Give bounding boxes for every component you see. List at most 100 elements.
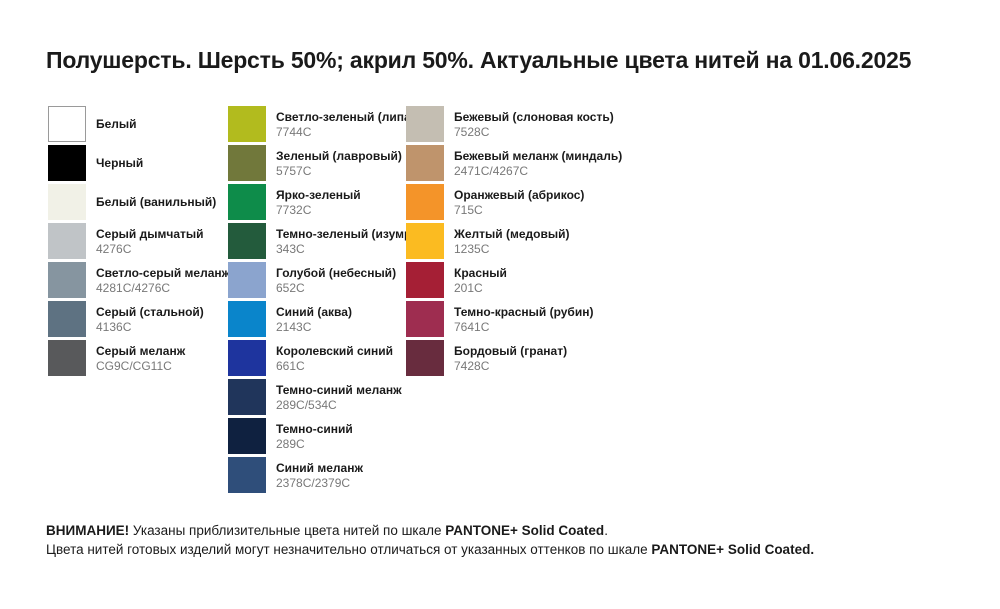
color-row: Голубой (небесный) 652C <box>228 262 429 298</box>
color-name: Темно-красный (рубин) <box>454 304 594 319</box>
color-name: Бежевый (слоновая кость) <box>454 109 614 124</box>
pantone-scale-label: PANTONE+ Solid Coated <box>445 523 605 538</box>
color-code: 2471C/4267C <box>454 163 529 178</box>
color-code: 7641C <box>454 319 490 334</box>
color-name: Темно-синий меланж <box>276 382 402 397</box>
color-code: 7528C <box>454 124 490 139</box>
color-row: Темно-красный (рубин) 7641C <box>406 301 622 337</box>
color-name: Синий меланж <box>276 460 363 475</box>
color-row: Бордовый (гранат) 7428C <box>406 340 622 376</box>
page-title: Полушерсть. Шерсть 50%; акрил 50%. Актуа… <box>46 47 912 73</box>
color-swatch <box>406 262 444 298</box>
color-swatch <box>228 379 266 415</box>
color-name: Черный <box>96 156 144 170</box>
color-name: Темно-синий <box>276 421 353 436</box>
color-name: Бордовый (гранат) <box>454 343 568 358</box>
color-swatch <box>228 145 266 181</box>
color-name: Красный <box>454 265 507 280</box>
color-swatch <box>48 145 86 181</box>
color-name: Темно-зеленый (изумруд) <box>276 226 430 241</box>
palette-column-warm-reds: Бежевый (слоновая кость) 7528C Бежевый ме… <box>406 106 622 376</box>
color-name: Светло-серый меланж <box>96 265 231 280</box>
color-name: Королевский синий <box>276 343 394 358</box>
color-code: 289C <box>276 436 305 451</box>
color-row: Красный 201C <box>406 262 622 298</box>
color-row: Желтый (медовый) 1235C <box>406 223 622 259</box>
disclaimer: ВНИМАНИЕ! Указаны приблизительные цвета … <box>46 521 814 559</box>
color-code: 5757C <box>276 163 312 178</box>
color-row: Темно-синий меланж 289C/534C <box>228 379 429 415</box>
color-row: Светло-зеленый (липа) 7744C <box>228 106 429 142</box>
color-swatch <box>48 262 86 298</box>
color-name: Ярко-зеленый <box>276 187 361 202</box>
color-name: Серый дымчатый <box>96 226 204 241</box>
color-code: 661C <box>276 358 305 373</box>
color-row: Черный <box>48 145 230 181</box>
color-swatch <box>406 184 444 220</box>
color-swatch <box>406 223 444 259</box>
color-row: Синий меланж 2378C/2379C <box>228 457 429 493</box>
disclaimer-line-2: Цвета нитей готовых изделий могут незнач… <box>46 542 815 557</box>
color-code: 201C <box>454 280 483 295</box>
color-row: Серый меланж CG9C/CG11C <box>48 340 230 376</box>
color-swatch <box>48 184 86 220</box>
color-row: Бежевый меланж (миндаль) 2471C/4267C <box>406 145 622 181</box>
color-code: 289C/534C <box>276 397 337 412</box>
color-row: Бежевый (слоновая кость) 7528C <box>406 106 622 142</box>
color-swatch <box>48 223 86 259</box>
color-swatch <box>228 457 266 493</box>
color-row: Королевский синий 661C <box>228 340 429 376</box>
color-name: Синий (аква) <box>276 304 352 319</box>
color-name: Светло-зеленый (липа) <box>276 109 415 124</box>
color-row: Синий (аква) 2143C <box>228 301 429 337</box>
color-code: 7428C <box>454 358 490 373</box>
color-row: Зеленый (лавровый) 5757C <box>228 145 429 181</box>
color-row: Ярко-зеленый 7732C <box>228 184 429 220</box>
color-name: Оранжевый (абрикос) <box>454 187 585 202</box>
color-swatch <box>228 223 266 259</box>
color-name: Серый меланж <box>96 343 186 358</box>
pantone-scale-label: PANTONE+ Solid Coated. <box>651 542 815 557</box>
disclaimer-line-1: ВНИМАНИЕ! Указаны приблизительные цвета … <box>46 523 608 538</box>
color-swatch <box>48 301 86 337</box>
color-swatch <box>406 340 444 376</box>
color-swatch <box>228 418 266 454</box>
color-swatch <box>228 262 266 298</box>
color-row: Серый (стальной) 4136C <box>48 301 230 337</box>
color-row: Темно-синий 289C <box>228 418 429 454</box>
color-code: 7744C <box>276 124 312 139</box>
color-row: Оранжевый (абрикос) 715C <box>406 184 622 220</box>
color-row: Светло-серый меланж 4281C/4276C <box>48 262 230 298</box>
color-swatch <box>406 145 444 181</box>
color-name: Серый (стальной) <box>96 304 204 319</box>
color-swatch <box>406 106 444 142</box>
color-code: 2378C/2379C <box>276 475 351 490</box>
color-swatch <box>48 106 86 142</box>
color-name: Зеленый (лавровый) <box>276 148 402 163</box>
color-row: Серый дымчатый 4276C <box>48 223 230 259</box>
color-name: Белый (ванильный) <box>96 195 217 209</box>
color-name: Бежевый меланж (миндаль) <box>454 148 623 163</box>
color-code: 4276C <box>96 241 132 256</box>
color-swatch <box>228 301 266 337</box>
color-code: 652C <box>276 280 305 295</box>
palette-column-greens-blues: Светло-зеленый (липа) 7744C Зеленый (лавр… <box>228 106 429 493</box>
color-code: 4281C/4276C <box>96 280 171 295</box>
color-name: Голубой (небесный) <box>276 265 397 280</box>
color-code: 4136C <box>96 319 132 334</box>
color-code: 7732C <box>276 202 312 217</box>
color-code: 2143C <box>276 319 312 334</box>
color-row: Белый (ванильный) <box>48 184 230 220</box>
color-code: 1235C <box>454 241 490 256</box>
color-swatch <box>48 340 86 376</box>
color-swatch <box>228 106 266 142</box>
color-swatch <box>406 301 444 337</box>
color-swatch <box>228 184 266 220</box>
color-code: CG9C/CG11C <box>96 358 172 373</box>
color-code: 715C <box>454 202 483 217</box>
color-row: Белый <box>48 106 230 142</box>
color-code: 343C <box>276 241 305 256</box>
attention-label: ВНИМАНИЕ! <box>46 523 130 538</box>
color-name: Белый <box>96 117 137 131</box>
